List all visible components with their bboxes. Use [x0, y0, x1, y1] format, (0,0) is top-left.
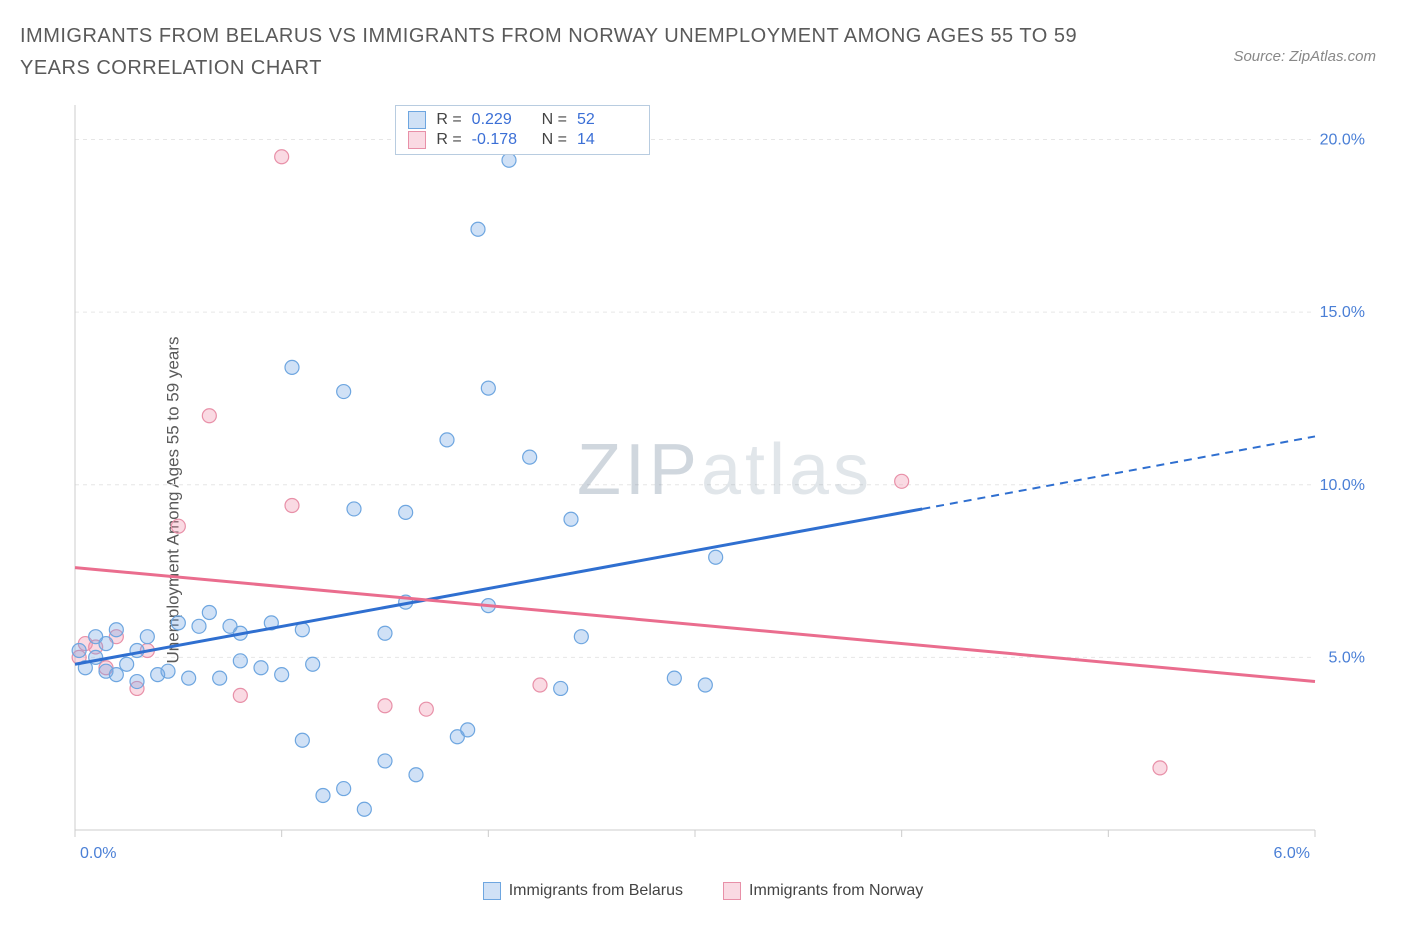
svg-text:0.0%: 0.0% — [80, 845, 116, 862]
plot-region: 5.0%10.0%15.0%20.0%0.0%6.0% ZIPatlas R =… — [65, 100, 1385, 870]
stats-row: R =0.229N =52 — [396, 110, 649, 130]
svg-text:10.0%: 10.0% — [1320, 477, 1365, 494]
svg-text:6.0%: 6.0% — [1274, 845, 1310, 862]
svg-text:5.0%: 5.0% — [1329, 649, 1365, 666]
scatter-svg: 5.0% 10.0% 15.0% 20.0% 0.0% 6.0% — [65, 100, 1385, 870]
legend-bottom: Immigrants from Belarus Immigrants from … — [20, 882, 1386, 900]
svg-text:15.0%: 15.0% — [1320, 304, 1365, 321]
legend-label-series1: Immigrants from Belarus — [509, 882, 683, 900]
stats-swatch — [408, 111, 426, 129]
chart-title: IMMIGRANTS FROM BELARUS VS IMMIGRANTS FR… — [20, 20, 1120, 84]
swatch-series1 — [483, 882, 501, 900]
legend-item-series2: Immigrants from Norway — [723, 882, 923, 900]
stats-swatch — [408, 131, 426, 149]
stats-row: R =-0.178N =14 — [396, 130, 649, 150]
legend-label-series2: Immigrants from Norway — [749, 882, 923, 900]
source-label: Source: ZipAtlas.com — [1233, 48, 1376, 65]
chart-area: Unemployment Among Ages 55 to 59 years 5… — [20, 100, 1386, 900]
header: IMMIGRANTS FROM BELARUS VS IMMIGRANTS FR… — [0, 0, 1406, 84]
legend-item-series1: Immigrants from Belarus — [483, 882, 683, 900]
stats-legend-box: R =0.229N =52R =-0.178N =14 — [395, 105, 650, 155]
swatch-series2 — [723, 882, 741, 900]
svg-text:20.0%: 20.0% — [1320, 132, 1365, 149]
